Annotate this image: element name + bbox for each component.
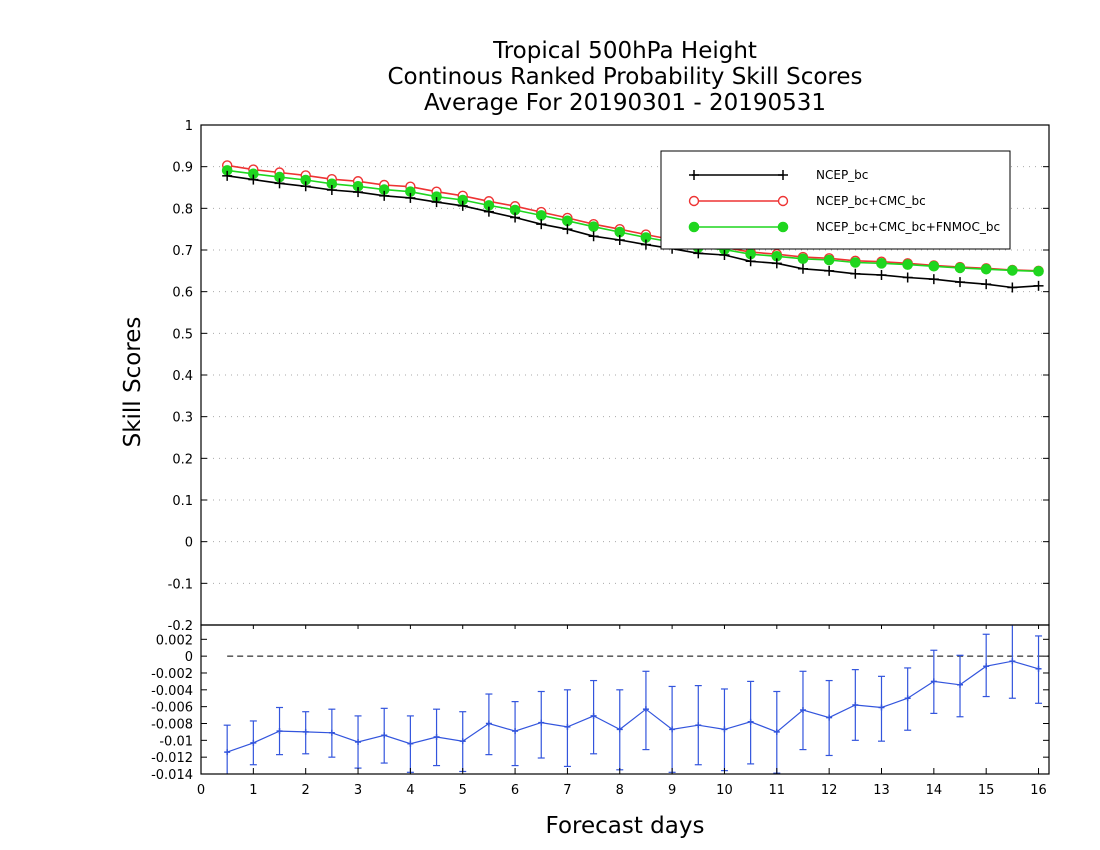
x-tick-label: 6 [511,783,519,798]
y-tick-label: 0.8 [172,202,193,217]
y-tick-label: 0.5 [172,327,193,342]
y-tick-label: -0.006 [151,701,193,716]
y-tick-label: 0.6 [172,286,193,301]
x-axis: 0 1 2 3 4 5 6 7 8 9 10 11 12 13 14 15 16 [197,625,1047,798]
bottom-panel-series [223,625,1043,774]
legend-box [660,150,1011,250]
legend: NCEP_bc NCEP_bc+CMC_bc NCEP_bc+CMC_bc+FNMO… [660,150,1011,250]
chart-title-line-1: Tropical 500hPa Height [492,38,757,64]
x-tick-label: 14 [926,783,943,798]
x-tick-label: 1 [249,783,257,798]
x-tick-label: 10 [716,783,733,798]
data-point [588,221,599,232]
x-tick-label: 13 [873,783,890,798]
x-tick-label: 12 [821,783,838,798]
x-tick-label: 9 [668,783,676,798]
y-tick-label: 0.3 [172,411,193,426]
data-point [954,262,966,274]
y-tick-label: 0.2 [172,452,193,467]
data-point [1033,265,1044,277]
data-point [980,263,992,275]
y-tick-label: 0.002 [156,633,193,648]
x-tick-label: 4 [406,783,414,798]
data-point [535,210,547,221]
chart-title-line-2: Continous Ranked Probability Skill Score… [387,64,862,90]
data-point [1007,265,1018,276]
bottom-panel-frame [200,624,1050,775]
y-tick-label: 0 [185,650,193,665]
data-point [850,257,861,268]
data-point [688,195,700,207]
y-tick-label: -0.014 [151,768,193,783]
y-tick-label: -0.01 [159,734,193,749]
x-tick-label: 7 [563,783,571,798]
y-tick-label: 0.4 [172,369,193,384]
x-tick-label: 5 [459,783,467,798]
y-tick-label: 0.9 [172,161,193,176]
y-tick-label: -0.008 [151,717,193,732]
x-tick-label: 8 [616,783,624,798]
top-panel-y-axis: -0.2 -0.1 0 0.1 0.2 0.3 0.4 0.5 0.6 0.7 0.8 0.9 1 [168,119,1049,634]
x-axis-title: Forecast days [546,813,705,839]
data-point [823,254,835,266]
y-tick-label: 0 [185,536,193,551]
chart-title-line-3: Average For 20190301 - 20190531 [424,90,826,116]
data-point [876,258,887,269]
data-point [777,195,789,207]
y-tick-label: -0.012 [151,751,193,766]
y-tick-label: -0.1 [168,577,193,592]
data-point [902,259,913,270]
x-tick-label: 15 [978,783,995,798]
x-tick-label: 2 [302,783,310,798]
x-tick-label: 16 [1030,783,1047,798]
legend-label: NCEP_bc [816,168,868,182]
y-tick-label: -0.004 [151,684,193,699]
x-tick-label: 11 [769,783,786,798]
y-tick-label: 1 [185,119,193,134]
data-point [928,260,940,272]
y-tick-label: -0.002 [151,667,193,682]
legend-label: NCEP_bc+CMC_bc+FNMOC_bc [816,220,1000,234]
y-tick-label: 0.7 [172,244,193,259]
data-point [797,253,809,265]
data-point [688,221,700,233]
y-axis-title: Skill Scores [120,317,146,448]
difference-line [227,660,1039,753]
x-tick-label: 0 [197,783,205,798]
data-point [777,221,789,233]
y-tick-label: -0.2 [168,619,193,634]
y-tick-label: 0.1 [172,494,193,509]
bottom-panel-y-axis: -0.014 -0.012 -0.01 -0.008-0.006 -0.004 -0.00… [151,633,1049,783]
x-tick-label: 3 [354,783,362,798]
legend-label: NCEP_bc+CMC_bc [816,194,926,208]
